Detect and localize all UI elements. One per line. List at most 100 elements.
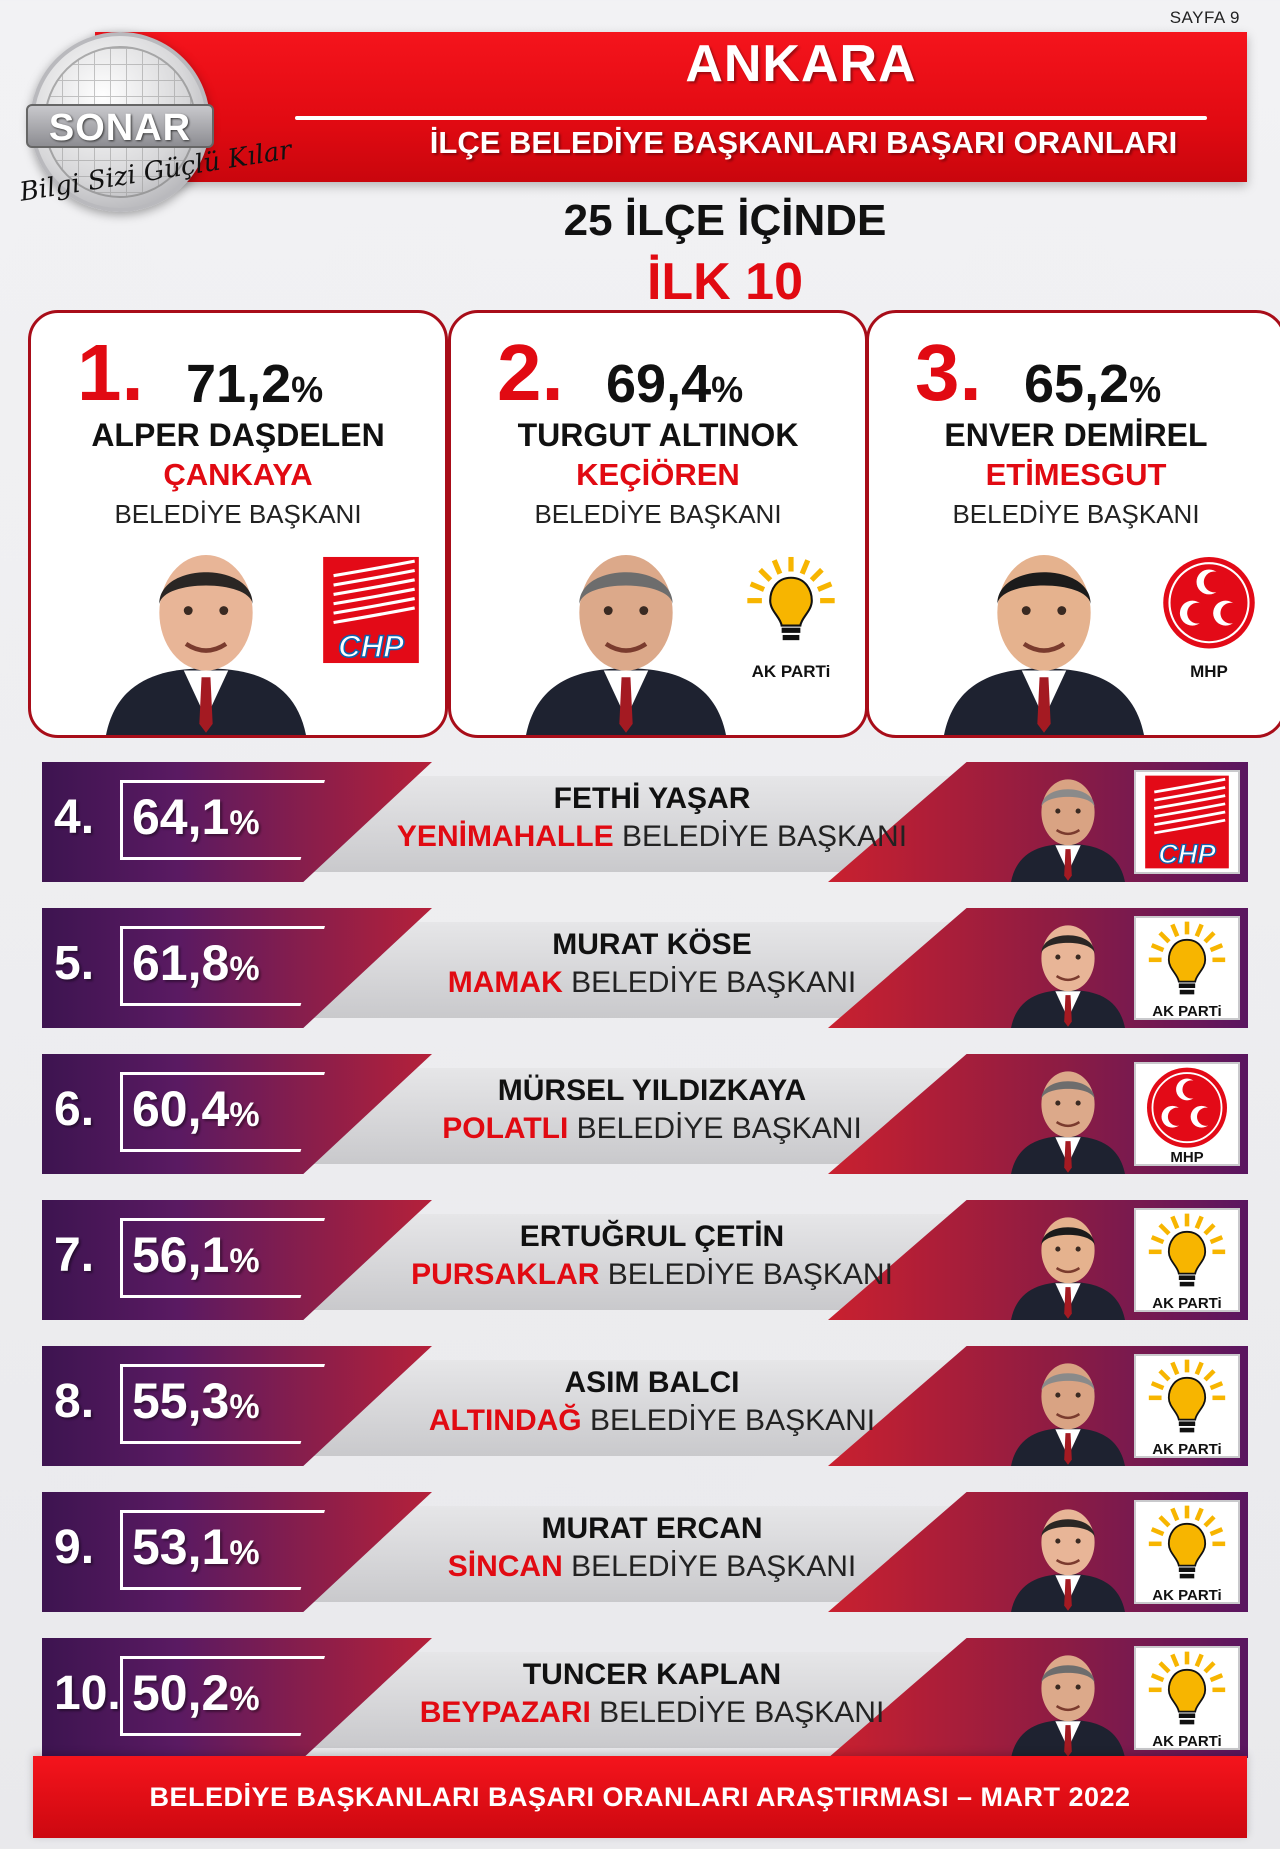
section-highlight: İLK 10: [646, 253, 804, 311]
mayor-portrait-icon: [1011, 1363, 1125, 1466]
card-mayor-name: TURGUT ALTINOK: [517, 417, 799, 453]
ranking-row-9: 9. 53,1% MURAT ERCAN SİNCAN BELEDİYE BAŞKAN…: [42, 1492, 1248, 1612]
mayor-portrait-icon: [1011, 1655, 1125, 1758]
row-photo: [1003, 1352, 1133, 1466]
ranking-row-5: 5. 61,8% MURAT KÖSE MAMAK BELEDİYE BAŞKANI A…: [42, 908, 1248, 1028]
row-description: MAMAK BELEDİYE BAŞKANI: [342, 966, 962, 1000]
party-name: AK PARTi: [1152, 1441, 1222, 1458]
row-percentage: 61,8%: [132, 935, 260, 991]
ak-parti-logo-icon: [1148, 1505, 1226, 1579]
row-role: BELEDİYE BAŞKANI: [607, 1258, 893, 1291]
card-role: BELEDİYE BAŞKANI: [534, 499, 782, 529]
card-party-logo: MHP: [1157, 545, 1261, 681]
mayor-portrait-icon: [1011, 1217, 1125, 1320]
row-percentage-frame: [120, 1218, 325, 1298]
row-district: BEYPAZARI: [419, 1696, 591, 1729]
row-district: PURSAKLAR: [411, 1258, 600, 1291]
row-mayor-name: ASIM BALCI: [564, 1366, 740, 1399]
row-role: BELEDİYE BAŞKANI: [621, 820, 908, 853]
row-percentage: 53,1%: [132, 1519, 260, 1575]
footer-band: BELEDİYE BAŞKANLARI BAŞARI ORANLARI ARAŞ…: [33, 1756, 1247, 1838]
ak-parti-logo-icon: [1148, 1651, 1226, 1725]
row-district: SİNCAN: [447, 1550, 563, 1583]
row-percentage: 64,1%: [132, 789, 260, 845]
section-title: 25 İLÇE İÇİNDE: [563, 196, 887, 245]
row-rank: 4.: [54, 791, 95, 844]
card-percentage: 71,2%: [186, 354, 324, 414]
card-district: ETİMESGUT: [985, 457, 1167, 492]
row-photo: [1003, 1206, 1133, 1320]
row-role: BELEDİYE BAŞKANI: [599, 1696, 885, 1729]
row-description: YENİMAHALLE BELEDİYE BAŞKANI: [342, 820, 962, 854]
card-rank: 1.: [77, 328, 144, 417]
row-mayor-name: ERTUĞRUL ÇETİN: [519, 1220, 785, 1253]
row-percentage-frame: [120, 1072, 325, 1152]
footer-text: BELEDİYE BAŞKANLARI BAŞARI ORANLARI ARAŞ…: [149, 1782, 1131, 1812]
header-band: ANKARA İLÇE BELEDİYE BAŞKANLARI BAŞARI O…: [95, 32, 1247, 182]
row-rank: 6.: [54, 1083, 95, 1136]
row-rank: 5.: [54, 937, 95, 990]
card-rank: 3.: [915, 328, 982, 417]
row-mayor-name: MURAT KÖSE: [552, 928, 752, 961]
ranking-row-6: 6. 60,4% MÜRSEL YILDIZKAYA POLATLI BELEDİYE…: [42, 1054, 1248, 1174]
row-photo: [1003, 768, 1133, 882]
card-photo: [929, 535, 1159, 735]
row-district: MAMAK: [447, 966, 563, 999]
row-percentage-frame: [120, 780, 325, 860]
party-name: AK PARTi: [1152, 1733, 1222, 1750]
ranking-row-8: 8. 55,3% ASIM BALCI ALTINDAĞ BELEDİYE BAŞKA…: [42, 1346, 1248, 1466]
ak-parti-logo-icon: [1148, 1213, 1226, 1287]
page-title: ANKARA: [685, 35, 917, 93]
row-role: BELEDİYE BAŞKANI: [589, 1404, 876, 1437]
svg-text:CHP: CHP: [1158, 838, 1216, 869]
row-percentage: 60,4%: [132, 1081, 260, 1137]
row-party-logo: AK PARTi: [1134, 916, 1240, 1020]
ranking-row-4: 4. 64,1% FETHİ YAŞAR YENİMAHALLE BELEDİYE B…: [42, 762, 1248, 882]
row-percentage: 55,3%: [132, 1373, 260, 1429]
ak-parti-logo-icon: [747, 556, 835, 641]
mhp-logo-icon: [1147, 1067, 1227, 1148]
row-mayor-name: FETHİ YAŞAR: [553, 782, 751, 815]
sonar-logo: SONAR: [26, 32, 214, 212]
mayor-portrait-icon: [1011, 1509, 1125, 1612]
mayor-portrait-icon: [944, 555, 1144, 735]
row-mayor-name: TUNCER KAPLAN: [522, 1658, 782, 1691]
party-name: AK PARTi: [1152, 1295, 1222, 1312]
row-photo: [1003, 1060, 1133, 1174]
row-party-logo: MHP: [1134, 1062, 1240, 1166]
top-card-2: 2. 69,4% TURGUT ALTINOK KEÇİÖREN BELEDİYE BA…: [448, 310, 868, 738]
row-party-logo: AK PARTi: [1134, 1354, 1240, 1458]
header-divider: [295, 116, 1207, 120]
mayor-portrait-icon: [526, 555, 726, 735]
row-percentage: 56,1%: [132, 1227, 260, 1283]
row-district: POLATLI: [442, 1112, 569, 1145]
row-description: PURSAKLAR BELEDİYE BAŞKANI: [342, 1258, 962, 1292]
row-rank: 10.: [54, 1667, 121, 1720]
card-party-logo: AK PARTi: [739, 545, 843, 681]
logo-text: SONAR: [26, 104, 214, 149]
top-card-3: 3. 65,2% ENVER DEMİREL ETİMESGUT BELEDİYE BA…: [866, 310, 1280, 738]
row-party-logo: CHP: [1134, 770, 1240, 874]
mayor-portrait-icon: [106, 555, 306, 735]
row-description: BEYPAZARI BELEDİYE BAŞKANI: [342, 1696, 962, 1730]
card-role: BELEDİYE BAŞKANI: [952, 499, 1200, 529]
mayor-portrait-icon: [1011, 1071, 1125, 1174]
ranking-row-10: 10. 50,2% TUNCER KAPLAN BEYPAZARI BELEDİYE …: [42, 1638, 1248, 1758]
row-rank: 8.: [54, 1375, 95, 1428]
party-name: MHP: [1190, 662, 1228, 681]
svg-text:CHP: CHP: [338, 629, 404, 664]
row-rank: 7.: [54, 1229, 95, 1282]
card-party-logo: CHP: [319, 545, 423, 675]
card-role: BELEDİYE BAŞKANI: [114, 499, 362, 529]
card-percentage: 65,2%: [1024, 354, 1162, 414]
mayor-portrait-icon: [1011, 925, 1125, 1028]
row-photo: [1003, 914, 1133, 1028]
row-mayor-name: MÜRSEL YILDIZKAYA: [497, 1074, 807, 1107]
card-photo: [511, 535, 741, 735]
row-party-logo: AK PARTi: [1134, 1646, 1240, 1750]
party-name: AK PARTi: [1152, 1587, 1222, 1604]
row-percentage-frame: [120, 1656, 325, 1736]
row-rank: 9.: [54, 1521, 95, 1574]
page-subtitle: İLÇE BELEDİYE BAŞKANLARI BAŞARI ORANLARI: [429, 125, 1178, 160]
row-percentage: 50,2%: [132, 1665, 260, 1721]
